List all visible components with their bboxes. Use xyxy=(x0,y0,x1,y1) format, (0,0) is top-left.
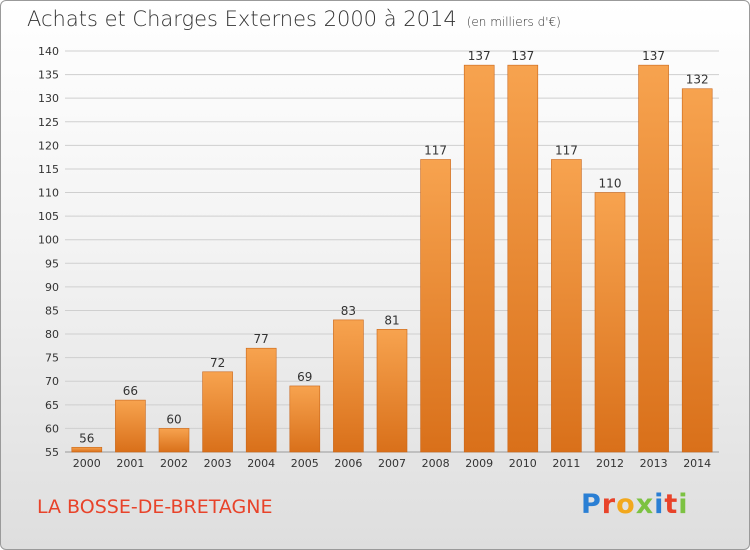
y-tick-label: 105 xyxy=(38,210,59,223)
bar xyxy=(158,428,190,453)
bar xyxy=(202,371,233,453)
y-tick-label: 125 xyxy=(38,116,59,129)
logo-letter: o xyxy=(616,489,636,520)
data-label: 117 xyxy=(424,144,447,158)
data-label: 110 xyxy=(599,177,622,191)
y-tick-label: 80 xyxy=(45,328,59,341)
logo-letter: P xyxy=(581,489,602,520)
x-tick-label: 2009 xyxy=(465,457,493,470)
chart-unit: (en milliers d'€) xyxy=(466,15,561,29)
y-tick-label: 95 xyxy=(45,257,59,270)
commune-name: LA BOSSE-DE-BRETAGNE xyxy=(37,496,273,518)
bar xyxy=(71,446,103,453)
bar xyxy=(245,347,277,453)
x-tick-label: 2007 xyxy=(378,457,406,470)
chart-title: Achats et Charges Externes 2000 à 2014 (e… xyxy=(27,7,561,31)
y-tick-label: 140 xyxy=(38,45,59,58)
x-tick-label: 2012 xyxy=(596,457,624,470)
logo-letter: x xyxy=(635,489,655,520)
bar xyxy=(681,88,713,453)
logo-letter: r xyxy=(601,489,617,520)
chart-title-text: Achats et Charges Externes 2000 à 2014 xyxy=(27,7,457,31)
bar xyxy=(638,64,669,453)
proxiti-logo: Proxiti xyxy=(581,489,689,520)
x-tick-label: 2013 xyxy=(640,457,668,470)
data-label: 60 xyxy=(166,412,181,426)
x-tick-label: 2011 xyxy=(552,457,580,470)
data-label: 56 xyxy=(79,431,94,445)
data-label: 83 xyxy=(341,304,356,318)
x-tick-label: 2000 xyxy=(73,457,101,470)
x-tick-label: 2014 xyxy=(683,457,711,470)
y-tick-label: 85 xyxy=(45,304,59,317)
logo-letter: i xyxy=(678,489,689,520)
x-tick-label: 2008 xyxy=(422,457,450,470)
bar xyxy=(420,159,451,453)
x-axis-ticks: 2000 2001 2002 2003 2004 2005 2006 2007 2008 2009… xyxy=(73,457,711,470)
bar xyxy=(507,64,539,453)
x-tick-label: 2005 xyxy=(291,457,319,470)
bar xyxy=(289,385,321,453)
y-tick-label: 130 xyxy=(38,92,59,105)
y-tick-label: 115 xyxy=(38,163,59,176)
data-label: 137 xyxy=(642,49,665,63)
x-tick-label: 2002 xyxy=(160,457,188,470)
x-tick-label: 2004 xyxy=(247,457,275,470)
bar xyxy=(333,319,364,453)
x-tick-label: 2010 xyxy=(509,457,537,470)
x-tick-label: 2003 xyxy=(204,457,232,470)
data-label: 66 xyxy=(123,384,138,398)
y-tick-label: 65 xyxy=(45,399,59,412)
y-tick-label: 75 xyxy=(45,352,59,365)
y-tick-label: 55 xyxy=(45,446,59,459)
bar xyxy=(551,159,582,453)
bars xyxy=(71,64,713,453)
y-tick-label: 135 xyxy=(38,69,59,82)
data-label: 72 xyxy=(210,356,225,370)
data-label: 137 xyxy=(511,49,534,63)
x-tick-label: 2001 xyxy=(116,457,144,470)
y-tick-label: 60 xyxy=(45,422,59,435)
logo-letter: t xyxy=(664,489,679,520)
data-label: 69 xyxy=(297,370,312,384)
y-tick-label: 120 xyxy=(38,139,59,152)
bar xyxy=(376,329,408,453)
y-tick-label: 70 xyxy=(45,375,59,388)
data-label: 132 xyxy=(686,73,709,87)
x-tick-label: 2006 xyxy=(334,457,362,470)
data-label: 77 xyxy=(254,332,269,346)
y-tick-label: 110 xyxy=(38,187,59,200)
data-labels: 56 66 60 72 77 69 83 81 117 137 137 117 110 137 132 xyxy=(79,49,708,445)
y-axis-ticks: 55 60 65 70 75 80 85 90 95 100 105 110 115 120 125 130 1… xyxy=(38,45,59,459)
y-tick-label: 90 xyxy=(45,281,59,294)
bar xyxy=(463,64,495,453)
bar xyxy=(594,192,626,453)
data-label: 81 xyxy=(384,313,399,327)
data-label: 117 xyxy=(555,144,578,158)
data-label: 137 xyxy=(468,49,491,63)
logo-letter: i xyxy=(654,489,665,520)
y-tick-label: 100 xyxy=(38,234,59,247)
bar xyxy=(115,399,146,453)
